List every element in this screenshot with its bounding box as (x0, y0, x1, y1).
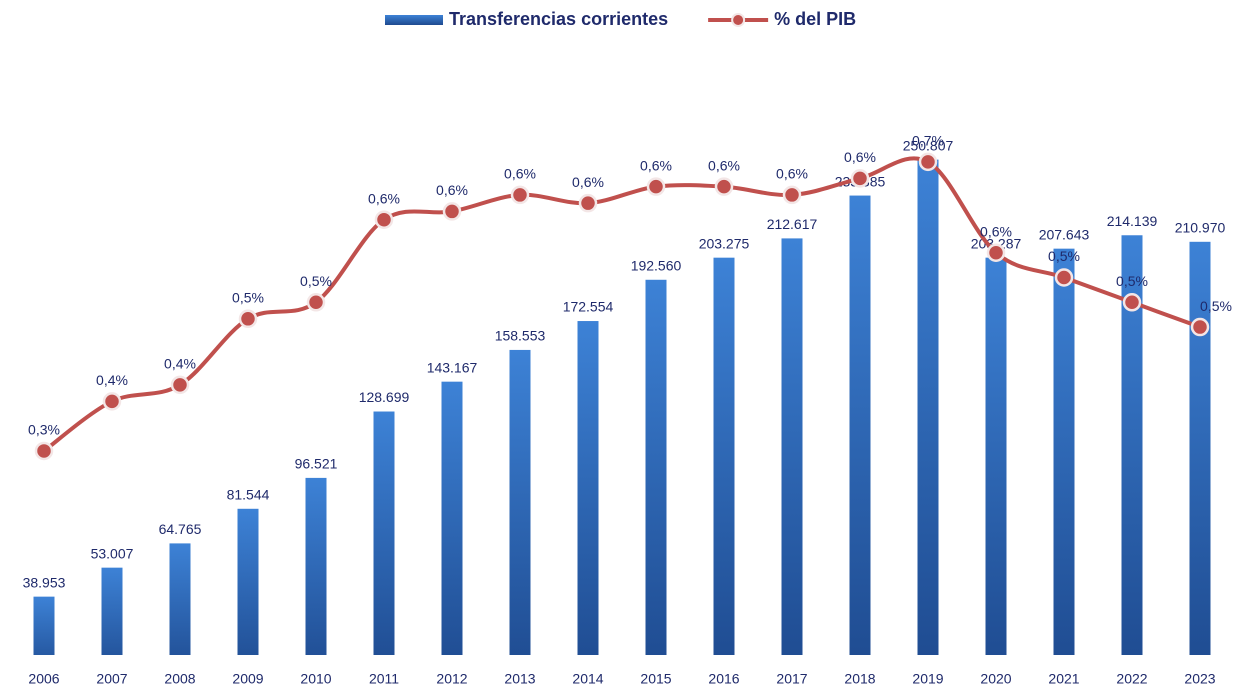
line-value-label: 0,6% (436, 182, 468, 198)
line-value-label: 0,6% (572, 174, 604, 190)
x-tick-label: 2007 (96, 671, 127, 687)
line-value-label: 0,6% (776, 166, 808, 182)
line-marker (578, 193, 598, 213)
line-value-label: 0,6% (844, 149, 876, 165)
bar (781, 238, 803, 655)
bar (509, 349, 531, 655)
bar-value-label: 210.970 (1175, 220, 1226, 236)
plot: 2006 2007 2008 2009 2010 2011 2012 2013 2014 2015… (23, 133, 1232, 687)
bar (849, 195, 871, 655)
bar-value-label: 207.643 (1039, 226, 1090, 242)
line-value-label: 0,6% (504, 166, 536, 182)
line-value-label: 0,4% (164, 356, 196, 372)
bar-value-label: 38.953 (23, 574, 66, 590)
x-tick-label: 2015 (640, 671, 671, 687)
bar (237, 508, 259, 655)
line-value-label: 0,6% (368, 190, 400, 206)
line-value-label: 0,5% (1200, 298, 1232, 314)
line-value-label: 0,3% (28, 422, 60, 438)
line-marker (34, 441, 54, 461)
bar (305, 477, 327, 655)
line-marker (646, 177, 666, 196)
line-value-label: 0,6% (708, 157, 740, 173)
x-tick-label: 2010 (300, 671, 331, 687)
line-value-label: 0,5% (232, 290, 264, 306)
line-marker (714, 177, 734, 196)
bar-value-label: 203.275 (699, 235, 750, 251)
bar-value-label: 53.007 (91, 545, 134, 561)
line-marker (306, 293, 326, 312)
x-tick-label: 2017 (776, 671, 807, 687)
x-tick-label: 2016 (708, 671, 739, 687)
x-tick-label: 2018 (844, 671, 875, 687)
x-tick-label: 2022 (1116, 671, 1147, 687)
x-tick-label: 2021 (1048, 671, 1079, 687)
line-marker (850, 169, 870, 188)
x-tick-label: 2012 (436, 671, 467, 687)
line-marker (986, 243, 1006, 262)
bar (441, 381, 463, 655)
bar-value-label: 212.617 (767, 216, 818, 232)
line-value-label: 0,6% (980, 223, 1012, 239)
x-tick-label: 2019 (912, 671, 943, 687)
bar (577, 321, 599, 655)
line-value-label: 0,5% (1048, 248, 1080, 264)
line-value-label: 0,6% (640, 157, 672, 173)
bar-value-label: 128.699 (359, 389, 410, 405)
line-marker (1054, 268, 1074, 287)
line-marker (170, 375, 190, 395)
x-tick-label: 2008 (164, 671, 195, 687)
bar-value-label: 172.554 (563, 299, 614, 315)
line-marker (102, 392, 122, 411)
line-marker (238, 309, 258, 329)
line-marker (510, 185, 530, 205)
bar-value-label: 64.765 (159, 521, 202, 537)
bar (1053, 248, 1075, 655)
x-tick-label: 2014 (572, 671, 603, 687)
line-marker (1122, 293, 1142, 312)
line-marker (782, 185, 802, 205)
legend-label: % del PIB (774, 9, 856, 29)
x-tick-label: 2023 (1184, 671, 1215, 687)
line-value-label: 0,5% (300, 273, 332, 289)
line-marker (442, 202, 462, 221)
bar-value-label: 81.544 (227, 486, 270, 502)
bar-value-label: 96.521 (295, 456, 338, 472)
legend-label: Transferencias corrientes (449, 9, 668, 29)
line-value-label: 0,4% (96, 372, 128, 388)
bar-value-label: 250.807 (903, 137, 954, 153)
bar (33, 596, 55, 655)
bar-value-label: 158.553 (495, 328, 546, 344)
line-marker (374, 210, 394, 229)
x-tick-label: 2020 (980, 671, 1011, 687)
bar (1121, 235, 1143, 655)
x-tick-label: 2013 (504, 671, 535, 687)
x-tick-label: 2011 (369, 671, 399, 687)
line-marker (918, 152, 938, 172)
bar (917, 159, 939, 655)
bar-value-label: 214.139 (1107, 213, 1158, 229)
x-tick-label: 2009 (232, 671, 263, 687)
bar (101, 567, 123, 655)
bars (33, 159, 1211, 655)
bar (1189, 241, 1211, 655)
legend-swatch (731, 13, 746, 27)
legend-swatch (385, 15, 443, 25)
bar (713, 257, 735, 655)
line-marker (1190, 317, 1210, 337)
bar-value-label: 143.167 (427, 359, 478, 375)
bar-value-label: 192.560 (631, 257, 682, 273)
bar (645, 279, 667, 655)
bar (985, 257, 1007, 655)
line (42, 156, 1201, 453)
line-value-label: 0,5% (1116, 273, 1148, 289)
legend: Transferencias corrientes % del PIB (385, 9, 856, 29)
bar (169, 543, 191, 655)
line-value-label: 0,7% (912, 133, 944, 149)
x-tick-label: 2006 (28, 671, 59, 687)
bar (373, 411, 395, 655)
